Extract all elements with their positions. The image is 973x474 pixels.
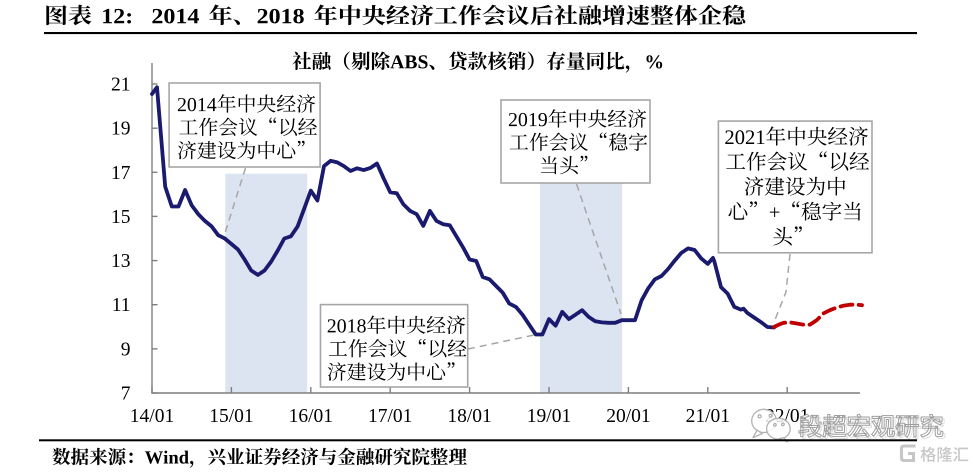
svg-text:15/01: 15/01 bbox=[209, 406, 253, 427]
svg-text:20/01: 20/01 bbox=[606, 406, 650, 427]
svg-text:21: 21 bbox=[111, 75, 131, 96]
svg-text:15: 15 bbox=[111, 207, 131, 228]
svg-text:11: 11 bbox=[112, 295, 131, 316]
svg-text:13: 13 bbox=[111, 251, 131, 272]
svg-text:9: 9 bbox=[121, 339, 131, 360]
svg-text:21/01: 21/01 bbox=[686, 406, 730, 427]
svg-text:19/01: 19/01 bbox=[527, 406, 571, 427]
svg-text:14/01: 14/01 bbox=[130, 406, 174, 427]
svg-text:17: 17 bbox=[111, 163, 131, 184]
svg-text:18/01: 18/01 bbox=[447, 406, 491, 427]
svg-text:19: 19 bbox=[111, 119, 131, 140]
svg-text:7: 7 bbox=[121, 384, 131, 405]
svg-text:17/01: 17/01 bbox=[368, 406, 412, 427]
svg-text:16/01: 16/01 bbox=[289, 406, 333, 427]
